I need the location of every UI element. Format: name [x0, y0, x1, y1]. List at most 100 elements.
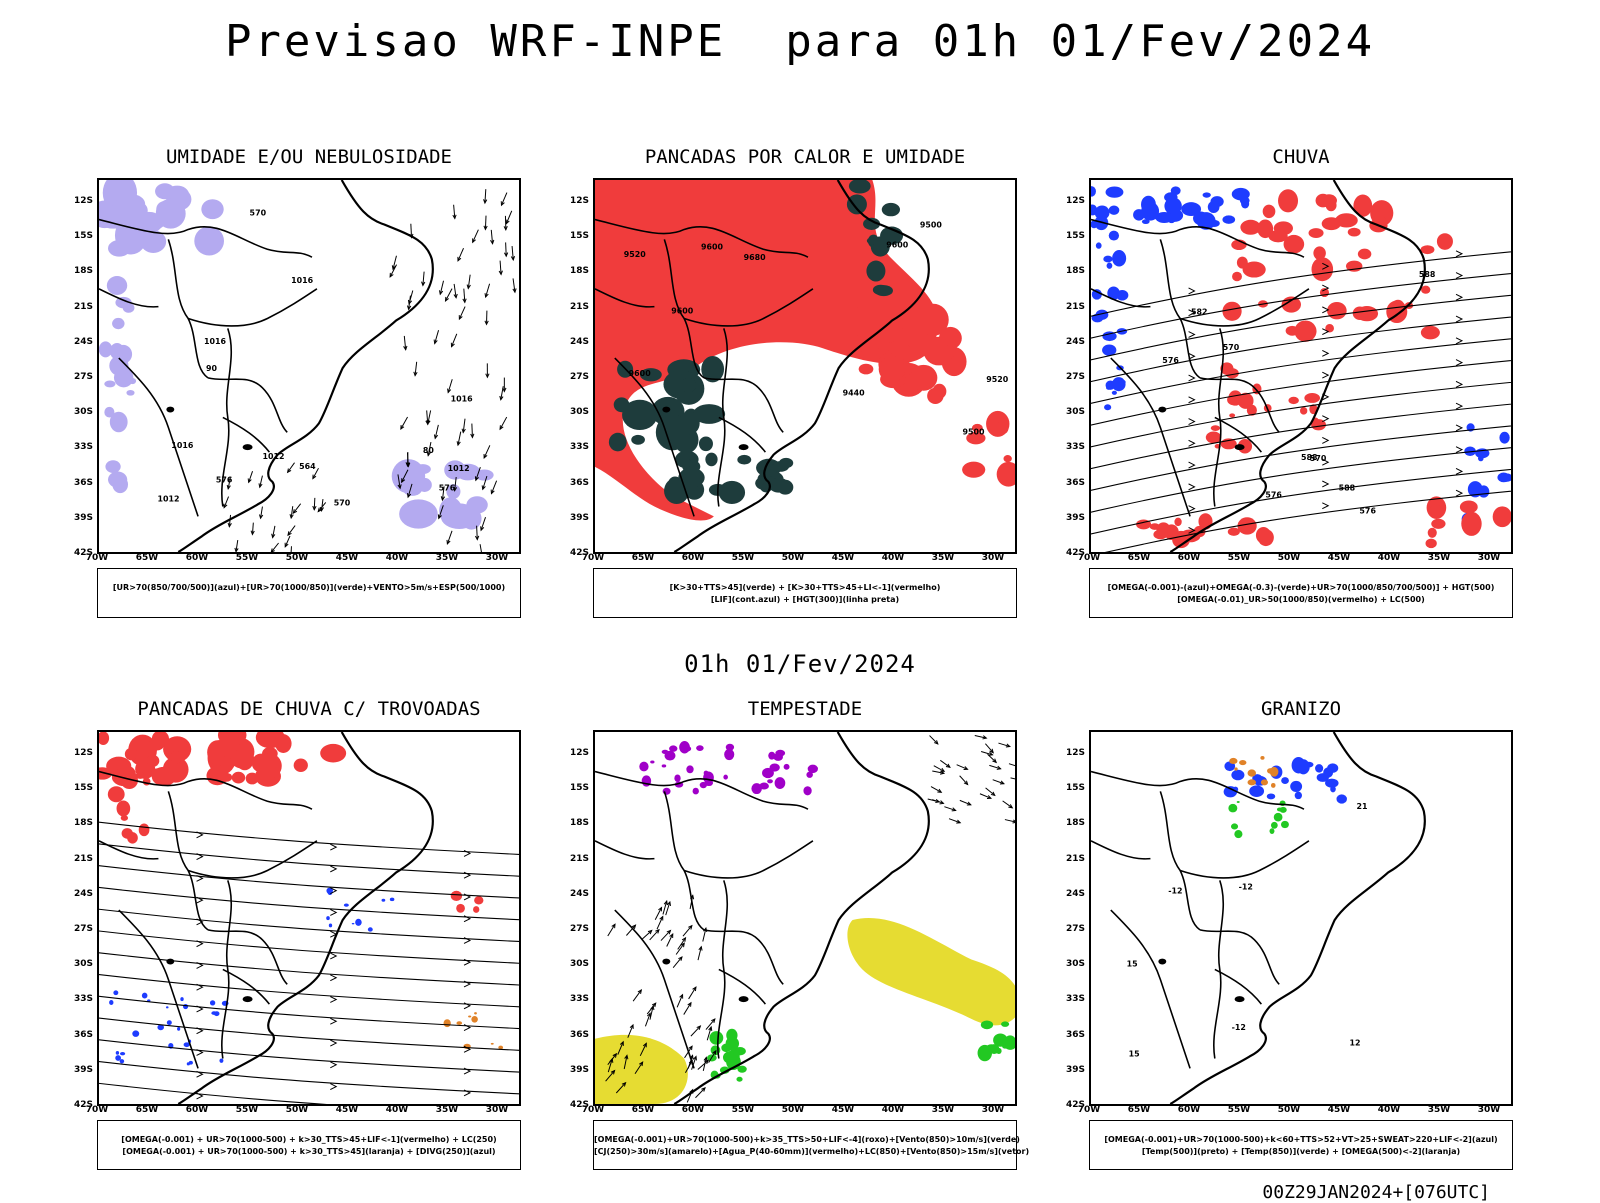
contour-label: 576	[1265, 491, 1282, 500]
lon-tick-label: 45W	[828, 553, 858, 563]
contour-label: 564	[299, 462, 316, 471]
contour-label: 9600	[671, 307, 694, 316]
wind-vector	[1009, 764, 1015, 768]
contour-label: 570	[1223, 343, 1240, 352]
lat-tick-label: 15S	[67, 783, 93, 793]
wind-vector	[661, 930, 671, 940]
lake	[739, 996, 749, 1002]
divergence-blue-mark	[115, 1055, 121, 1061]
storm-purple-area	[696, 745, 704, 751]
streamline-arrow	[330, 997, 336, 1003]
k-tts-dark-area	[614, 397, 630, 412]
contour-label: 15	[1129, 1050, 1140, 1059]
wind-vector	[960, 776, 968, 785]
omega500-orange-mark	[1229, 758, 1237, 764]
lat-tick-label: 36S	[67, 1030, 93, 1040]
hail-blue-area	[1290, 781, 1302, 792]
storm-purple-area	[683, 746, 692, 752]
streamline	[99, 973, 519, 1007]
storm-purple-area	[693, 788, 699, 795]
lon-tick-label: 60W	[182, 553, 212, 563]
humidity-blue-area	[123, 303, 135, 313]
lat-tick-label: 39S	[1059, 1065, 1085, 1075]
omega-red-area	[1257, 219, 1273, 238]
contour-label: 1012	[157, 495, 179, 504]
wind850-green-area	[981, 1020, 993, 1029]
streamline	[99, 1039, 519, 1073]
lat-tick-label: 21S	[67, 302, 93, 312]
streamline-arrow	[1189, 288, 1195, 294]
lake	[662, 407, 670, 413]
thunder-red-area	[121, 815, 128, 821]
storm-purple-area	[663, 788, 671, 795]
divergence-blue-mark	[189, 1061, 193, 1065]
li-red-area	[910, 365, 938, 391]
wind850-green-area	[989, 1044, 1000, 1054]
legend-line: [LIF](cont.azul) + [HGT(300)](linha pret…	[594, 594, 1016, 606]
temp850-green-mark	[1237, 801, 1240, 803]
hail-blue-area	[1295, 792, 1302, 800]
streamline	[99, 821, 519, 855]
contour-label: 1016	[204, 337, 227, 346]
streamline-arrow	[1456, 425, 1462, 431]
contour-label: -12	[1239, 882, 1253, 891]
lake	[243, 996, 253, 1002]
lon-tick-label: 60W	[1174, 553, 1204, 563]
omega-blue-area	[1109, 206, 1120, 215]
divergence-blue-mark	[214, 1011, 220, 1016]
omega-blue-area	[1241, 199, 1249, 208]
main-title: Previsao WRF-INPE para 01h 01/Fev/2024	[0, 16, 1600, 67]
thunder-red-area	[231, 749, 255, 769]
li-red-area	[859, 364, 874, 375]
lon-tick-label: 65W	[132, 553, 162, 563]
omega-blue-area	[1478, 485, 1489, 497]
lat-tick-label: 24S	[563, 337, 589, 347]
legend-line: [OMEGA(-0.001) + UR>70(1000-500) + k>30_…	[98, 1146, 520, 1158]
streamline-arrow	[1456, 403, 1462, 409]
contour-label: 1012	[448, 464, 470, 473]
k-tts-dark-area	[681, 378, 696, 393]
lat-tick-label: 27S	[67, 372, 93, 382]
divergence-blue-mark	[132, 1030, 139, 1037]
k-tts-dark-area	[770, 464, 779, 472]
streamline-arrow	[1189, 397, 1195, 403]
lon-tick-label: 30W	[978, 1105, 1008, 1115]
omega500-orange-mark	[1260, 756, 1264, 760]
streamline-arrow	[1456, 447, 1462, 453]
divergence-blue-mark	[183, 1004, 188, 1009]
lon-tick-label: 55W	[728, 553, 758, 563]
thunder-red-area	[147, 755, 160, 767]
lon-tick-label: 45W	[1324, 1105, 1354, 1115]
contour-label: 576	[1162, 356, 1179, 365]
lat-tick-label: 36S	[67, 478, 93, 488]
lake	[1158, 959, 1166, 965]
li-red-area	[943, 345, 955, 359]
thunder-red-area	[136, 772, 145, 779]
contour-label: 9680	[744, 253, 767, 262]
lon-tick-label: 40W	[382, 1105, 412, 1115]
wind-vector	[506, 242, 507, 256]
thunder-red-area	[125, 748, 138, 760]
omega-red-area	[1437, 233, 1453, 250]
wind-vector	[500, 417, 507, 429]
streamline	[99, 930, 519, 964]
storm-purple-area	[650, 760, 654, 763]
omega-blue-area	[1208, 201, 1220, 213]
streamline	[1091, 359, 1511, 427]
omega-red-area	[1322, 217, 1341, 230]
lat-tick-label: 24S	[563, 889, 589, 899]
country-border	[1160, 791, 1200, 930]
temp850-green-mark	[1231, 823, 1238, 829]
streamline-arrow	[1322, 503, 1328, 509]
humidity-blue-area	[155, 183, 175, 199]
omega-blue-area	[1091, 186, 1096, 196]
wind-vector	[985, 744, 993, 753]
contour-label: 576	[216, 476, 233, 485]
lon-tick-label: 45W	[332, 1105, 362, 1115]
humidity-blue-area	[162, 208, 176, 225]
legend-line: [K>30+TTS>45](verde) + [K>30+TTS>45+LI<-…	[594, 582, 1016, 594]
humidity-blue-area	[105, 460, 120, 473]
country-border	[664, 791, 704, 930]
lat-tick-label: 30S	[1059, 407, 1085, 417]
